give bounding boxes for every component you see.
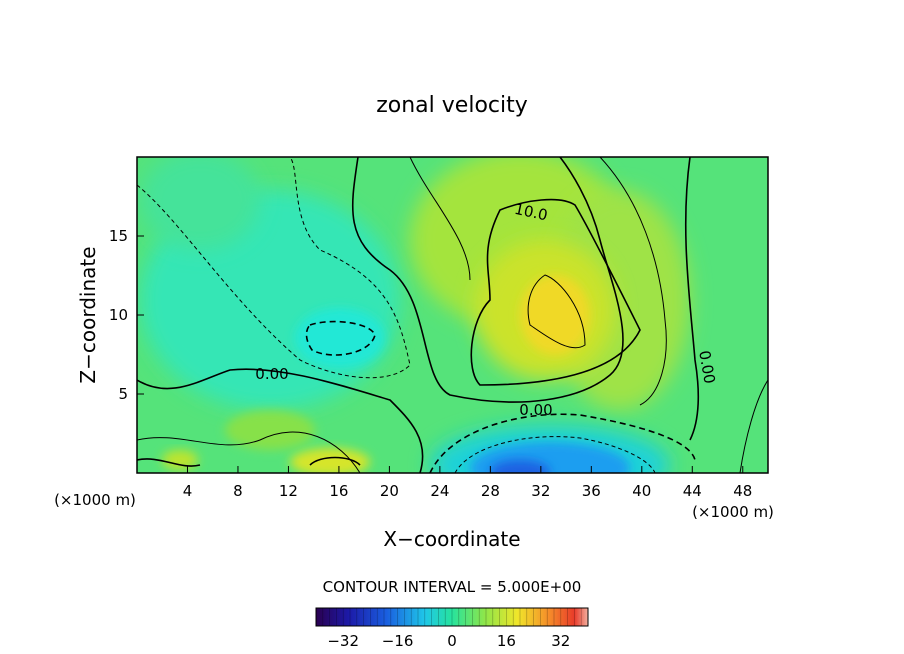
contour-labels: 10.0 0.00 0.00 0.00 xyxy=(255,200,718,419)
x-tick-label: 40 xyxy=(632,482,651,500)
colorbar-tick-label: −16 xyxy=(382,632,414,650)
colorbar-tick-label: 0 xyxy=(447,632,457,650)
x-tick-label: 24 xyxy=(430,482,449,500)
y-tick-label: 5 xyxy=(118,385,128,403)
colorbar-tick-label: 32 xyxy=(551,632,570,650)
contour-label: 0.00 xyxy=(695,349,719,385)
y-tick-label: 10 xyxy=(109,306,128,324)
contour-label: 0.00 xyxy=(519,401,552,419)
x-tick-label: 16 xyxy=(329,482,348,500)
y-tick-label: 15 xyxy=(109,227,128,245)
x-axis-label: X−coordinate xyxy=(383,527,520,551)
x-tick-label: 20 xyxy=(380,482,399,500)
x-axis-ticks: 4 8 12 16 20 24 28 32 36 40 44 48 xyxy=(183,466,752,500)
chart-title: zonal velocity xyxy=(376,93,528,118)
x-tick-label: 8 xyxy=(233,482,243,500)
colorbar-ticks: −32 −16 0 16 32 xyxy=(327,632,570,650)
x-tick-label: 28 xyxy=(481,482,500,500)
x-tick-label: 48 xyxy=(733,482,752,500)
y-axis-ticks: 5 10 15 xyxy=(109,227,144,403)
colorbar-segments xyxy=(322,608,582,626)
x-tick-label: 4 xyxy=(183,482,193,500)
x-tick-label: 12 xyxy=(279,482,298,500)
colorbar xyxy=(315,607,589,627)
x-tick-label: 44 xyxy=(683,482,702,500)
x-unit-right: (×1000 m) xyxy=(692,503,774,521)
x-tick-label: 36 xyxy=(582,482,601,500)
x-tick-label: 32 xyxy=(531,482,550,500)
colorbar-tick-label: −32 xyxy=(327,632,359,650)
contour-interval-text: CONTOUR INTERVAL = 5.000E+00 xyxy=(323,578,582,596)
contour-label: 0.00 xyxy=(255,365,288,383)
colorbar-tick-label: 16 xyxy=(497,632,516,650)
x-unit-left: (×1000 m) xyxy=(54,491,136,509)
y-axis-label: Z−coordinate xyxy=(76,246,100,383)
heatmap-field xyxy=(137,157,768,473)
